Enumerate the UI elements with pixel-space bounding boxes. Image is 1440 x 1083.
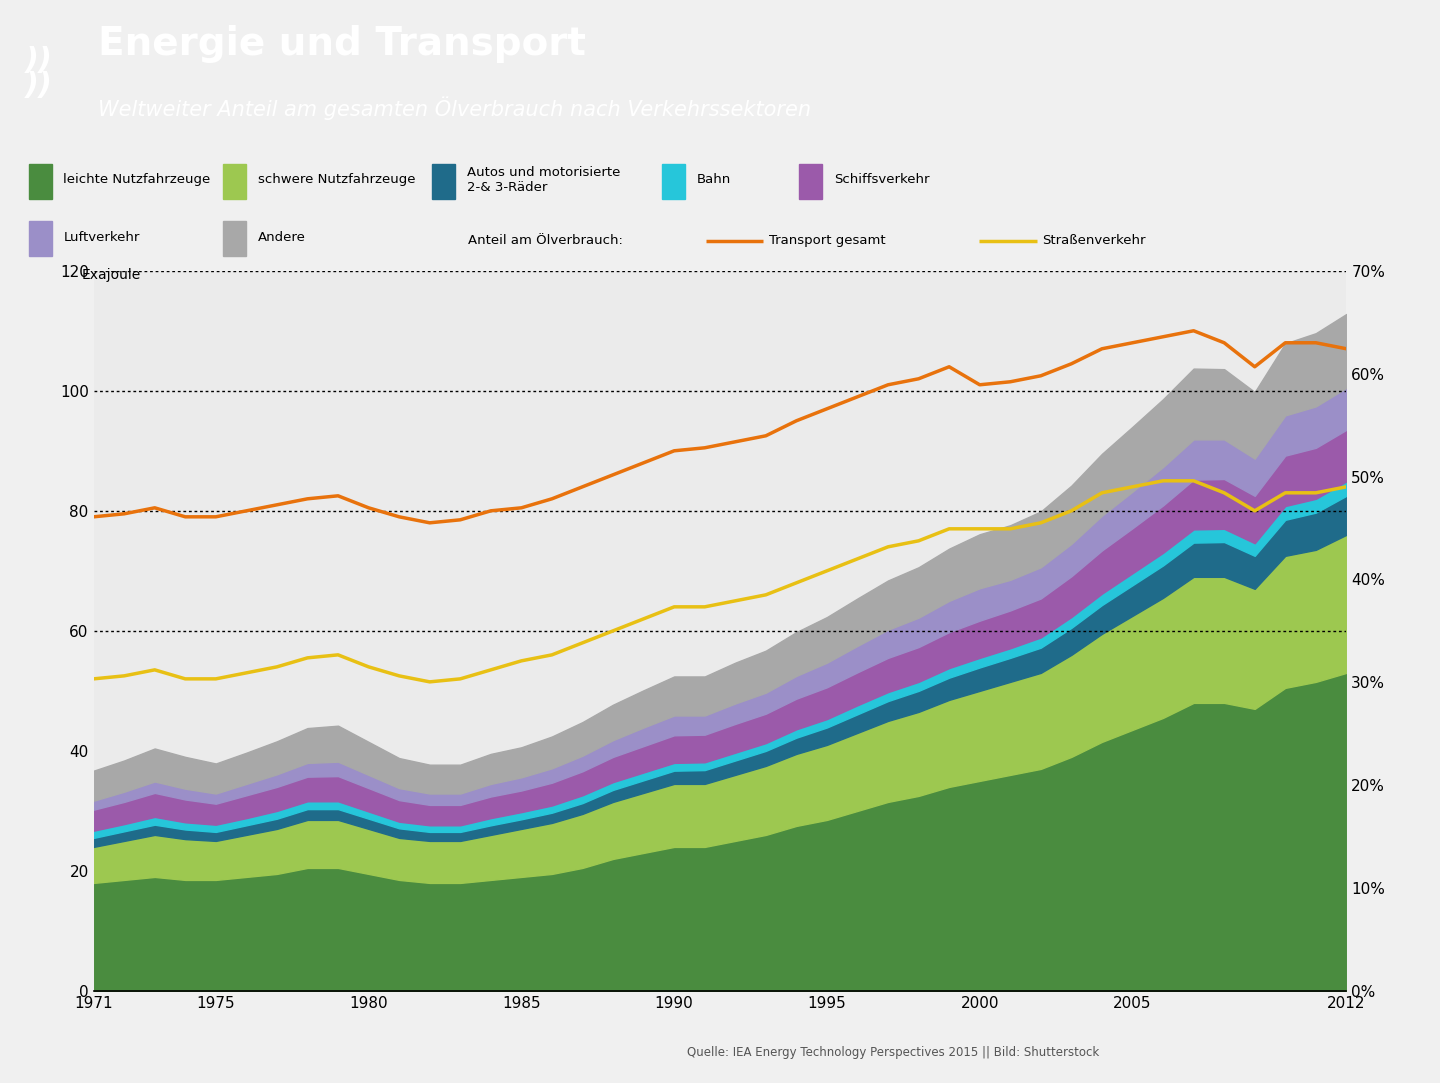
Bar <box>223 164 246 198</box>
Bar <box>29 164 52 198</box>
Bar <box>432 164 455 198</box>
Text: Exajoule: Exajoule <box>82 268 141 282</box>
Bar <box>662 164 685 198</box>
Text: Schiffsverkehr: Schiffsverkehr <box>834 173 929 186</box>
Text: Quelle: IEA Energy Technology Perspectives 2015 || Bild: Shutterstock: Quelle: IEA Energy Technology Perspectiv… <box>687 1046 1099 1059</box>
Text: Bahn: Bahn <box>697 173 732 186</box>
Bar <box>223 221 246 256</box>
Text: ))
)): )) )) <box>24 45 52 101</box>
Text: leichte Nutzfahrzeuge: leichte Nutzfahrzeuge <box>63 173 210 186</box>
Text: Autos und motorisierte
2-& 3-Räder: Autos und motorisierte 2-& 3-Räder <box>467 166 621 194</box>
Text: Weltweiter Anteil am gesamten Ölverbrauch nach Verkehrssektoren: Weltweiter Anteil am gesamten Ölverbrauc… <box>98 96 811 120</box>
Text: Transport gesamt: Transport gesamt <box>769 234 886 247</box>
Text: Anteil am Ölverbrauch:: Anteil am Ölverbrauch: <box>468 234 624 247</box>
Text: Andere: Andere <box>258 231 305 244</box>
Text: schwere Nutzfahrzeuge: schwere Nutzfahrzeuge <box>258 173 415 186</box>
Text: Energie und Transport: Energie und Transport <box>98 25 586 63</box>
Bar <box>799 164 822 198</box>
Text: Straßenverkehr: Straßenverkehr <box>1043 234 1146 247</box>
Bar <box>29 221 52 256</box>
Text: Luftverkehr: Luftverkehr <box>63 231 140 244</box>
